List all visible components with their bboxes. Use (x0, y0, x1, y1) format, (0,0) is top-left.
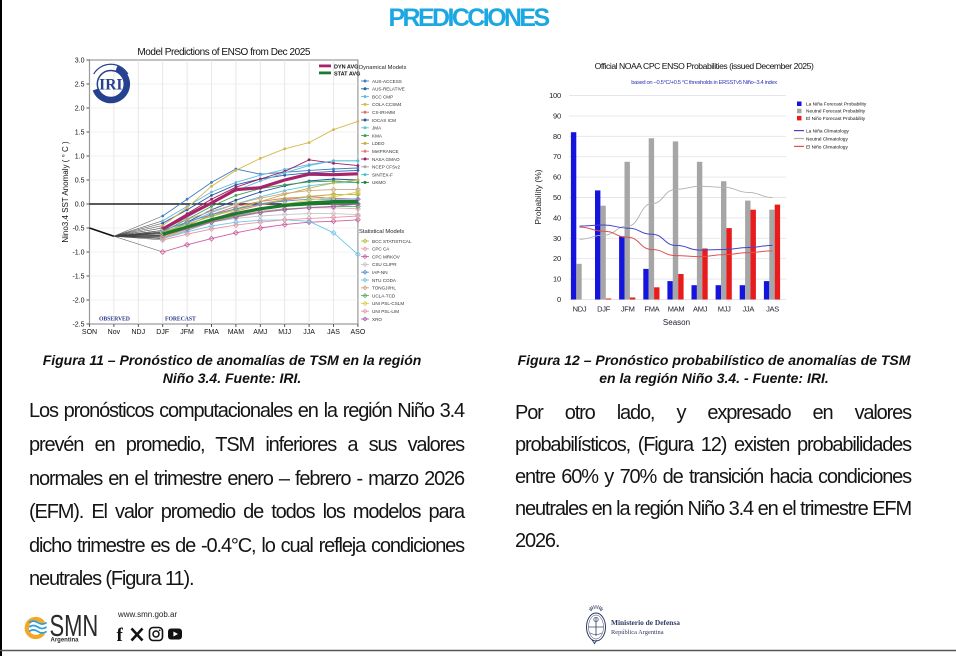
svg-text:2.0: 2.0 (75, 106, 85, 113)
svg-text:Neutral Forecast Probability: Neutral Forecast Probability (806, 109, 866, 115)
svg-text:ASO: ASO (351, 329, 366, 336)
svg-text:SINTEX-F: SINTEX-F (372, 172, 393, 177)
svg-text:80: 80 (553, 132, 561, 141)
svg-text:BCC CMP: BCC CMP (372, 94, 393, 99)
svg-text:MetFRANCE: MetFRANCE (372, 149, 399, 154)
svg-text:10: 10 (553, 275, 561, 284)
svg-text:SMN: SMN (50, 608, 99, 642)
svg-text:-0.5: -0.5 (72, 226, 84, 233)
svg-text:FORECAST: FORECAST (165, 317, 196, 323)
svg-text:SON: SON (82, 329, 97, 336)
svg-text:www.smn.gob.ar: www.smn.gob.ar (117, 610, 177, 619)
svg-text:OBSERVED: OBSERVED (99, 317, 130, 323)
svg-text:NDJ: NDJ (573, 305, 587, 314)
svg-text:2.5: 2.5 (75, 82, 85, 89)
svg-text:IRI: IRI (99, 77, 122, 94)
svg-text:JJA: JJA (742, 305, 754, 314)
svg-text:Model Predictions of ENSO from: Model Predictions of ENSO from Dec 2025 (137, 47, 310, 58)
svg-text:f: f (117, 625, 124, 646)
svg-text:20: 20 (553, 254, 561, 263)
svg-text:CSU CLIPR: CSU CLIPR (372, 262, 397, 267)
svg-text:MJJ: MJJ (278, 329, 291, 336)
svg-text:LDEO: LDEO (372, 141, 385, 146)
svg-text:Statistical Models: Statistical Models (359, 229, 404, 235)
svg-text:NASA GMAO: NASA GMAO (372, 157, 400, 162)
svg-text:-1.5: -1.5 (72, 274, 84, 281)
svg-text:Neutral Climatology: Neutral Climatology (806, 137, 848, 143)
svg-text:BCC STATISTICAL: BCC STATISTICAL (372, 239, 412, 244)
svg-text:UNI PSL-LIM: UNI PSL-LIM (372, 309, 399, 314)
svg-text:Official NOAA CPC ENSO Probabi: Official NOAA CPC ENSO Probabilities (is… (595, 61, 814, 71)
svg-text:NDJ: NDJ (131, 329, 145, 336)
svg-text:40: 40 (553, 213, 561, 222)
svg-text:CS-IRI-MM: CS-IRI-MM (372, 110, 395, 115)
svg-text:DYN AVG: DYN AVG (334, 65, 358, 71)
svg-text:TONGJI/HL: TONGJI/HL (372, 286, 396, 291)
svg-text:IAP-NN: IAP-NN (372, 270, 388, 275)
svg-text:50: 50 (553, 193, 561, 202)
svg-text:based on −0.5°C/+0.5 °C thresh: based on −0.5°C/+0.5 °C thresholds in ER… (631, 80, 777, 86)
svg-text:Argentina: Argentina (51, 638, 80, 644)
svg-text:MAM: MAM (228, 329, 245, 336)
svg-text:30: 30 (553, 234, 561, 243)
svg-text:UKMO: UKMO (372, 180, 386, 185)
svg-text:1.5: 1.5 (75, 130, 85, 137)
svg-text:UCLA-TCD: UCLA-TCD (372, 293, 396, 298)
svg-text:La Niña Climatology: La Niña Climatology (806, 129, 850, 135)
svg-text:JFM: JFM (621, 305, 635, 314)
svg-text:AUS-RELATIVE: AUS-RELATIVE (372, 87, 405, 92)
svg-text:XRO: XRO (372, 317, 382, 322)
svg-text:JJA: JJA (303, 329, 315, 336)
svg-text:DJF: DJF (156, 329, 169, 336)
svg-text:100: 100 (549, 91, 561, 100)
svg-text:Nov: Nov (108, 329, 121, 336)
svg-text:STAT AVG: STAT AVG (334, 72, 360, 78)
svg-text:Season: Season (663, 318, 690, 327)
svg-text:-1.0: -1.0 (72, 250, 84, 257)
svg-text:3.0: 3.0 (75, 58, 85, 65)
svg-text:IOCAS ICM: IOCAS ICM (372, 118, 396, 123)
svg-text:MJJ: MJJ (718, 305, 731, 314)
svg-text:0.0: 0.0 (75, 202, 85, 209)
svg-text:0.5: 0.5 (75, 178, 85, 185)
svg-text:0: 0 (557, 295, 561, 304)
svg-text:La Niña Forecast Probability: La Niña Forecast Probability (806, 102, 867, 108)
svg-text:Probability (%): Probability (%) (533, 169, 543, 224)
svg-text:DJF: DJF (597, 305, 611, 314)
svg-text:-2.0: -2.0 (72, 298, 84, 305)
svg-text:KMA: KMA (372, 133, 383, 138)
svg-text:AMJ: AMJ (253, 329, 267, 336)
svg-text:JFM: JFM (180, 329, 194, 336)
svg-text:CPC MRKOV: CPC MRKOV (372, 254, 401, 259)
svg-text:AUS-ACCESS: AUS-ACCESS (372, 79, 402, 84)
svg-text:UNI PSL-CSLM: UNI PSL-CSLM (372, 301, 404, 306)
svg-text:60: 60 (553, 173, 561, 182)
svg-text:Nino3.4 SST Anomaly ( ° C ): Nino3.4 SST Anomaly ( ° C ) (61, 141, 70, 243)
svg-text:Ministerio de Defensa: Ministerio de Defensa (611, 618, 680, 627)
svg-text:FMA: FMA (204, 329, 219, 336)
svg-text:-2.5: -2.5 (72, 322, 84, 329)
svg-text:MAM: MAM (668, 305, 685, 314)
svg-text:JAS: JAS (766, 305, 779, 314)
svg-text:CPC CA: CPC CA (372, 247, 390, 252)
svg-text:JMA: JMA (372, 126, 382, 131)
svg-text:Dynamical Models: Dynamical Models (359, 65, 406, 71)
svg-text:El Niño Climatology: El Niño Climatology (806, 144, 848, 150)
svg-text:AMJ: AMJ (693, 305, 708, 314)
svg-text:JAS: JAS (327, 329, 340, 336)
svg-text:El Niño Forecast Probability: El Niño Forecast Probability (806, 116, 866, 122)
svg-text:COLA CCSM4: COLA CCSM4 (372, 102, 402, 107)
svg-text:NCEP CFSv2: NCEP CFSv2 (372, 165, 400, 170)
svg-text:90: 90 (553, 111, 561, 120)
svg-text:NTU CODA: NTU CODA (372, 278, 397, 283)
svg-text:70: 70 (553, 152, 561, 161)
svg-text:FMA: FMA (644, 305, 659, 314)
svg-text:República Argentina: República Argentina (611, 629, 664, 636)
svg-text:1.0: 1.0 (75, 154, 85, 161)
